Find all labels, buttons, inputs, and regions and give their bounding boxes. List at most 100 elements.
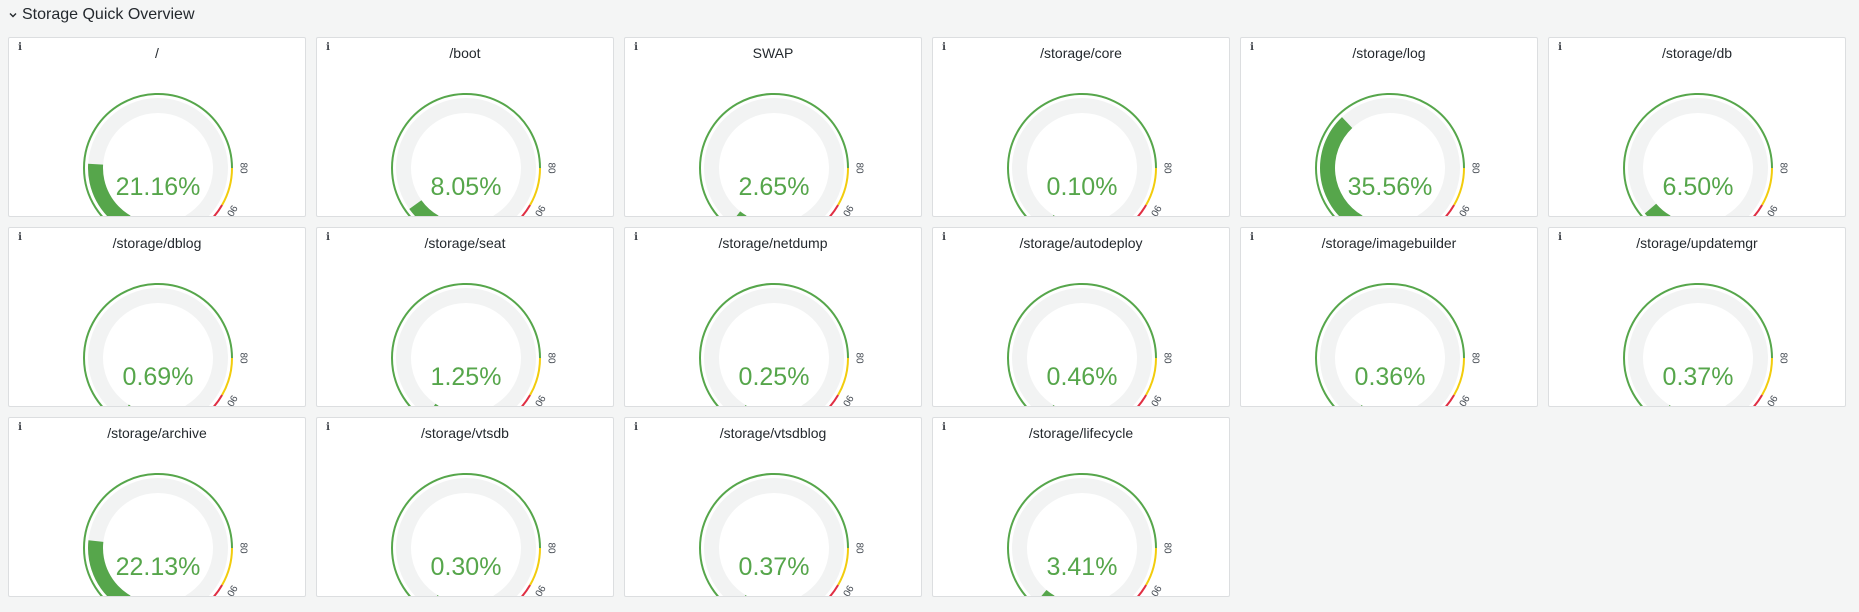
threshold-arc-green xyxy=(83,283,233,406)
info-icon[interactable]: i xyxy=(18,232,22,243)
info-icon[interactable]: i xyxy=(326,232,330,243)
gauge-chart: 080901000.36% xyxy=(1315,283,1480,406)
threshold-label: 80 xyxy=(1161,162,1172,174)
threshold-label: 80 xyxy=(1161,542,1172,554)
info-icon[interactable]: i xyxy=(326,422,330,433)
gauge-value-fill xyxy=(127,404,131,406)
info-icon[interactable]: i xyxy=(18,42,22,53)
row-title: Storage Quick Overview xyxy=(22,6,195,23)
threshold-arc-yellow xyxy=(1761,167,1773,206)
gauge-value: 0.36% xyxy=(1355,363,1426,391)
threshold-arc-red xyxy=(828,394,839,406)
threshold-arc-green xyxy=(391,473,541,596)
info-icon[interactable]: i xyxy=(1558,42,1562,53)
info-icon[interactable]: i xyxy=(634,232,638,243)
gauge-value-fill xyxy=(433,403,439,406)
threshold-arc-green xyxy=(1315,283,1465,406)
threshold-label: 90 xyxy=(1764,203,1779,216)
gauge-track xyxy=(1012,288,1152,406)
info-icon[interactable]: i xyxy=(1250,232,1254,243)
threshold-label: 90 xyxy=(1148,583,1163,596)
threshold-arc-yellow xyxy=(529,547,541,586)
gauge-value: 8.05% xyxy=(431,173,502,201)
info-icon[interactable]: i xyxy=(942,232,946,243)
gauge-panel[interactable]: i SWAP 080901002.65% xyxy=(624,37,922,217)
threshold-arc-green xyxy=(1623,283,1773,406)
threshold-arc-yellow xyxy=(1145,547,1157,586)
info-icon[interactable]: i xyxy=(1250,42,1254,53)
gauge-panel[interactable]: i/storage/vtsdblog080901000.37% xyxy=(624,417,922,597)
threshold-label: 80 xyxy=(1161,352,1172,364)
gauge-value-fill xyxy=(736,211,747,216)
threshold-arc-red xyxy=(212,204,223,216)
threshold-arc-red xyxy=(520,584,531,596)
threshold-arc-yellow xyxy=(1145,357,1157,396)
gauge-panel[interactable]: i/storage/dblog080901000.69% xyxy=(8,227,306,407)
info-icon[interactable]: i xyxy=(1558,232,1562,243)
threshold-label: 80 xyxy=(545,542,556,554)
gauge-panel[interactable]: i/storage/archive0809010022.13% xyxy=(8,417,306,597)
info-icon[interactable]: i xyxy=(634,422,638,433)
info-icon[interactable]: i xyxy=(326,42,330,53)
gauge-panel[interactable]: i/storage/lifecycle080901003.41% xyxy=(932,417,1230,597)
threshold-label: 90 xyxy=(532,583,547,596)
threshold-arc-green xyxy=(699,473,849,596)
info-icon[interactable]: i xyxy=(942,42,946,53)
gauge-chart: 0809010035.56% xyxy=(1315,93,1480,216)
gauge-value: 22.13% xyxy=(116,553,201,581)
gauge-panel[interactable]: i/storage/netdump080901000.25% xyxy=(624,227,922,407)
panel-title: /storage/autodeploy xyxy=(1019,235,1143,251)
gauge-panel[interactable]: i/storage/imagebuilder080901000.36% xyxy=(1240,227,1538,407)
info-icon[interactable]: i xyxy=(634,42,638,53)
threshold-label: 90 xyxy=(532,203,547,216)
threshold-arc-red xyxy=(520,204,531,216)
gauge-value: 0.37% xyxy=(1663,363,1734,391)
panel-title: SWAP xyxy=(752,45,794,61)
threshold-arc-green xyxy=(83,93,233,216)
gauge-chart: 080901000.30% xyxy=(391,473,556,596)
gauge-chart: 080901000.37% xyxy=(1623,283,1788,406)
gauge-value: 0.37% xyxy=(739,553,810,581)
threshold-arc-red xyxy=(1136,584,1147,596)
gauge-chart: 080901000.46% xyxy=(1007,283,1172,406)
gauge-panel[interactable]: i/storage/log0809010035.56% xyxy=(1240,37,1538,217)
gauge-value: 6.50% xyxy=(1663,173,1734,201)
gauge-value-fill xyxy=(409,200,439,216)
gauge-chart: 0809010022.13% xyxy=(83,473,248,596)
gauge-track xyxy=(704,98,844,216)
gauge-panel[interactable]: i/storage/updatemgr080901000.37% xyxy=(1548,227,1846,407)
threshold-label: 90 xyxy=(840,203,855,216)
gauge-panel[interactable]: i/storage/vtsdb080901000.30% xyxy=(316,417,614,597)
threshold-arc-red xyxy=(1752,204,1763,216)
gauge-track xyxy=(396,288,536,406)
threshold-label: 80 xyxy=(853,542,864,554)
threshold-arc-green xyxy=(1007,93,1157,216)
gauge-panel[interactable]: i/boot080901008.05% xyxy=(316,37,614,217)
threshold-arc-red xyxy=(1752,394,1763,406)
threshold-arc-green xyxy=(391,283,541,406)
threshold-label: 80 xyxy=(1469,352,1480,364)
threshold-label: 90 xyxy=(532,393,547,406)
gauge-value-fill xyxy=(436,595,439,596)
gauge-panel[interactable]: i/storage/autodeploy080901000.46% xyxy=(932,227,1230,407)
threshold-arc-green xyxy=(83,473,233,596)
chevron-down-icon xyxy=(9,13,17,18)
threshold-label: 90 xyxy=(1148,393,1163,406)
gauge-chart: 0809010021.16% xyxy=(83,93,248,216)
gauge-panel[interactable]: i/storage/core080901000.10% xyxy=(932,37,1230,217)
info-icon[interactable]: i xyxy=(18,422,22,433)
info-icon[interactable]: i xyxy=(942,422,946,433)
gauge-panel[interactable]: i/storage/db080901006.50% xyxy=(1548,37,1846,217)
threshold-arc-green xyxy=(1007,283,1157,406)
threshold-label: 90 xyxy=(1456,393,1471,406)
gauge-chart: 080901008.05% xyxy=(391,93,556,216)
gauge-value-fill xyxy=(1041,589,1055,596)
threshold-arc-green xyxy=(1007,473,1157,596)
row-header[interactable]: Storage Quick Overview xyxy=(8,4,195,26)
gauge-chart: 080901002.65% xyxy=(699,93,864,216)
threshold-label: 80 xyxy=(545,162,556,174)
panel-title: /storage/core xyxy=(1040,45,1122,61)
gauge-value-fill xyxy=(1052,215,1055,216)
gauge-panel[interactable]: i/storage/seat080901001.25% xyxy=(316,227,614,407)
gauge-panel[interactable]: i/0809010021.16% xyxy=(8,37,306,217)
